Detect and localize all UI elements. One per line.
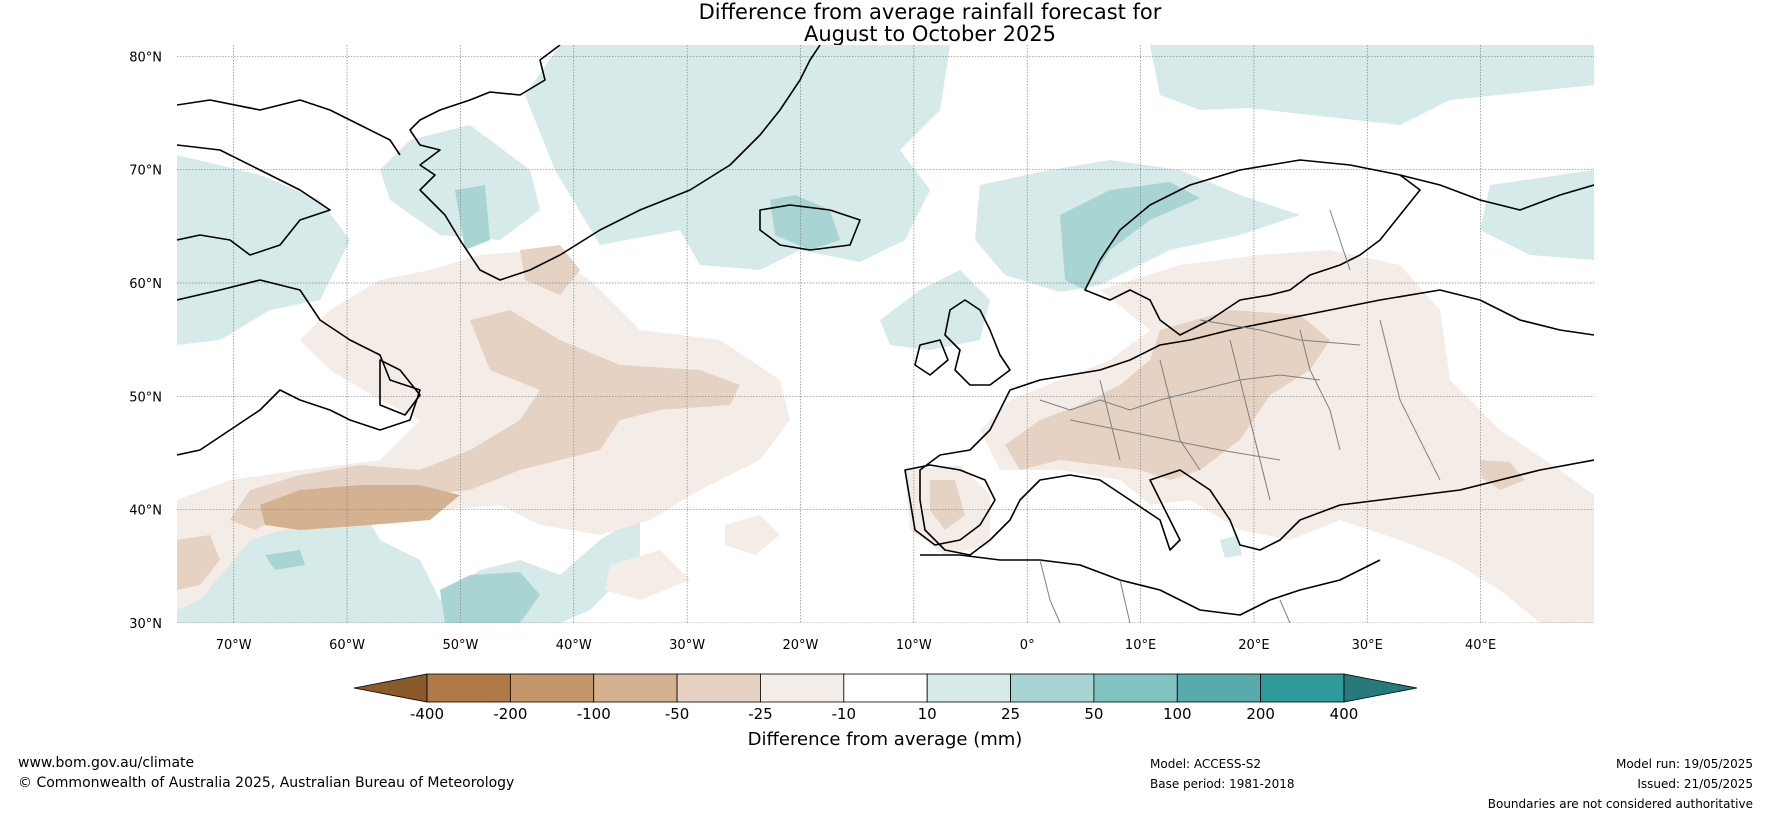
colorbar-tick-label: 100	[1163, 705, 1192, 723]
longitude-label: 70°W	[216, 638, 252, 653]
colorbar-tick-label: 50	[1084, 705, 1103, 723]
colorbar-swatch	[926, 673, 1011, 703]
colorbar-swatch	[1176, 673, 1262, 703]
colorbar-swatch	[1260, 673, 1345, 703]
disclaimer-text: Boundaries are not considered authoritat…	[1487, 797, 1753, 811]
colorbar-swatch	[426, 673, 511, 703]
colorbar-tick-label: -400	[410, 705, 444, 723]
map-area	[177, 45, 1594, 623]
colorbar-swatch	[760, 673, 845, 703]
colorbar-swatch	[509, 673, 595, 703]
longitude-label: 10°E	[1125, 638, 1156, 653]
issued-text: Issued: 21/05/2025	[1637, 777, 1753, 791]
latitude-label: 70°N	[129, 164, 162, 179]
colorbar-extend-high	[1343, 673, 1418, 703]
colorbar-swatch	[593, 673, 678, 703]
longitude-label: 10°W	[896, 638, 932, 653]
country-borders	[1039, 209, 1441, 623]
colorbar-tick-label: 10	[918, 705, 937, 723]
longitude-label: 50°W	[442, 638, 478, 653]
colorbar-swatch	[843, 673, 928, 703]
latitude-label: 60°N	[129, 277, 162, 292]
colorbar-tick-label: 400	[1330, 705, 1359, 723]
gridlines	[177, 45, 1594, 623]
colorbar-extend-low	[353, 673, 428, 703]
colorbar-title: Difference from average (mm)	[748, 729, 1023, 750]
dry-anomaly-strong	[260, 485, 460, 530]
latitude-label: 40°N	[129, 504, 162, 519]
website-link[interactable]: www.bom.gov.au/climate	[18, 755, 195, 771]
colorbar-swatch	[1010, 673, 1095, 703]
colorbar-swatch	[676, 673, 761, 703]
longitude-label: 40°E	[1465, 638, 1496, 653]
longitude-label: 30°E	[1352, 638, 1383, 653]
colorbar-tick-label: -10	[832, 705, 857, 723]
latitude-label: 80°N	[129, 50, 162, 65]
latitude-label: 50°N	[129, 390, 162, 405]
colorbar-tick-label: -50	[665, 705, 690, 723]
colorbar-tick-label: -25	[748, 705, 773, 723]
colorbar	[353, 673, 1418, 703]
colorbar-tick-label: 25	[1001, 705, 1020, 723]
longitude-label: 30°W	[669, 638, 705, 653]
latitude-label: 30°N	[129, 617, 162, 632]
longitude-labels: 70°W 60°W 50°W 40°W 30°W 20°W 10°W 0° 10°E 20°E 30…	[216, 638, 1497, 653]
longitude-label: 40°W	[556, 638, 592, 653]
longitude-label: 20°W	[783, 638, 819, 653]
copyright-text: © Commonwealth of Australia 2025, Austra…	[18, 775, 515, 791]
model-text: Model: ACCESS-S2	[1150, 757, 1262, 771]
title-line-2: August to October 2025	[803, 22, 1057, 46]
title-line-1: Difference from average rainfall forecas…	[698, 0, 1162, 24]
dry-anomaly-moderate	[177, 245, 1525, 590]
colorbar-swatch	[1093, 673, 1178, 703]
longitude-label: 20°E	[1238, 638, 1269, 653]
model-run-text: Model run: 19/05/2025	[1615, 757, 1753, 771]
colorbar-tick-label: -200	[493, 705, 527, 723]
colorbar-tick-label: -100	[577, 705, 611, 723]
longitude-label: 60°W	[329, 638, 365, 653]
colorbar-tick-labels: -400 -200 -100 -50 -25 -10 10 25 50 100 200 400	[410, 705, 1358, 723]
coastlines	[177, 45, 1594, 616]
base-period-text: Base period: 1981-2018	[1150, 777, 1295, 791]
colorbar-tick-label: 200	[1246, 705, 1275, 723]
longitude-label: 0°	[1020, 638, 1035, 653]
latitude-labels: 80°N 70°N 60°N 50°N 40°N 30°N	[129, 50, 162, 632]
